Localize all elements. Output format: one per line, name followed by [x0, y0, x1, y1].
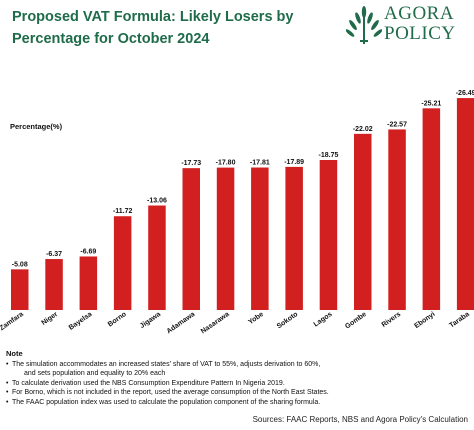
note-text: The simulation accommodates an increased…	[12, 360, 321, 368]
bar-sokoto	[285, 166, 303, 310]
category-label: Yobe	[247, 311, 265, 326]
category-label: Nasarawa	[200, 311, 231, 336]
data-label: -17.81	[250, 160, 270, 167]
data-label: -13.06	[147, 198, 167, 205]
category-label: Borno	[107, 311, 128, 329]
note-continuation: and sets population and equality to 20% …	[24, 370, 166, 377]
category-label: Gombe	[344, 311, 368, 331]
notes-section: Note • The simulation accommodates an in…	[6, 349, 468, 407]
data-label: -17.80	[216, 160, 236, 167]
agora-policy-logo: AGORA POLICY	[346, 4, 470, 48]
sources-text: Sources: FAAC Reports, NBS and Agora Pol…	[252, 415, 468, 424]
bullet-icon: •	[6, 379, 9, 387]
data-label: -22.02	[353, 126, 373, 133]
bullet-icon: •	[6, 360, 9, 368]
bar-lagos	[319, 160, 338, 310]
logo-line-2: POLICY	[384, 23, 456, 44]
bar-adamawa	[182, 168, 200, 310]
bar-yobe	[251, 167, 269, 310]
data-label: -25.21	[421, 100, 441, 107]
category-label: Sokoto	[276, 311, 299, 330]
bar-bayelsa	[79, 256, 98, 310]
note-text: For Borno, which is not included in the …	[12, 389, 329, 396]
category-label: Adamawa	[166, 311, 197, 336]
data-label: -17.89	[284, 159, 304, 166]
note-text: To calculate derivation used the NBS Con…	[12, 379, 285, 387]
data-label: -17.73	[181, 160, 201, 167]
data-label: -5.08	[12, 261, 28, 268]
data-label: -6.69	[80, 248, 96, 255]
note-item: • The FAAC population index was used to …	[6, 398, 468, 408]
bar-jigawa	[148, 205, 166, 310]
bar-nasarawa	[216, 167, 235, 310]
bullet-icon: •	[6, 389, 9, 396]
bar-ebonyi	[422, 108, 441, 310]
bullet-icon: •	[6, 398, 9, 406]
logo-line-1: AGORA	[384, 3, 455, 24]
bar-zamfara	[11, 269, 29, 310]
bar-chart: Percentage(%) -5.08 Zamfara -6.37 Niger -6.6…	[0, 90, 474, 336]
bar-gombe	[354, 133, 372, 310]
category-label: Niger	[41, 311, 60, 327]
chart-title: Proposed VAT Formula: Likely Losers by P…	[12, 9, 294, 47]
category-label: Jigawa	[139, 311, 162, 330]
category-label: Rivers	[381, 311, 403, 329]
category-label: Lagos	[313, 311, 334, 329]
plant-icon	[346, 6, 382, 44]
y-axis-label: Percentage(%)	[10, 122, 63, 131]
category-label: Ebonyi	[413, 311, 436, 330]
category-label: Zamfara	[0, 311, 25, 332]
note-text: The FAAC population index was used to ca…	[12, 398, 321, 406]
note-item: • For Borno, which is not included in th…	[6, 388, 468, 398]
category-label: Taraba	[448, 311, 470, 330]
data-label: -26.49	[456, 90, 474, 97]
data-label: -22.57	[387, 121, 407, 128]
note-item: • To calculate derivation used the NBS C…	[6, 379, 468, 389]
bar-taraba	[456, 98, 474, 310]
note-item: • The simulation accommodates an increas…	[6, 360, 468, 370]
data-label: -11.72	[113, 208, 133, 215]
data-label: -6.37	[46, 251, 62, 258]
bar-borno	[113, 216, 132, 310]
bar-rivers	[388, 129, 406, 310]
notes-title: Note	[6, 349, 23, 358]
bar-niger	[45, 259, 63, 310]
data-label: -18.75	[319, 152, 339, 159]
category-label: Bayelsa	[68, 311, 94, 332]
